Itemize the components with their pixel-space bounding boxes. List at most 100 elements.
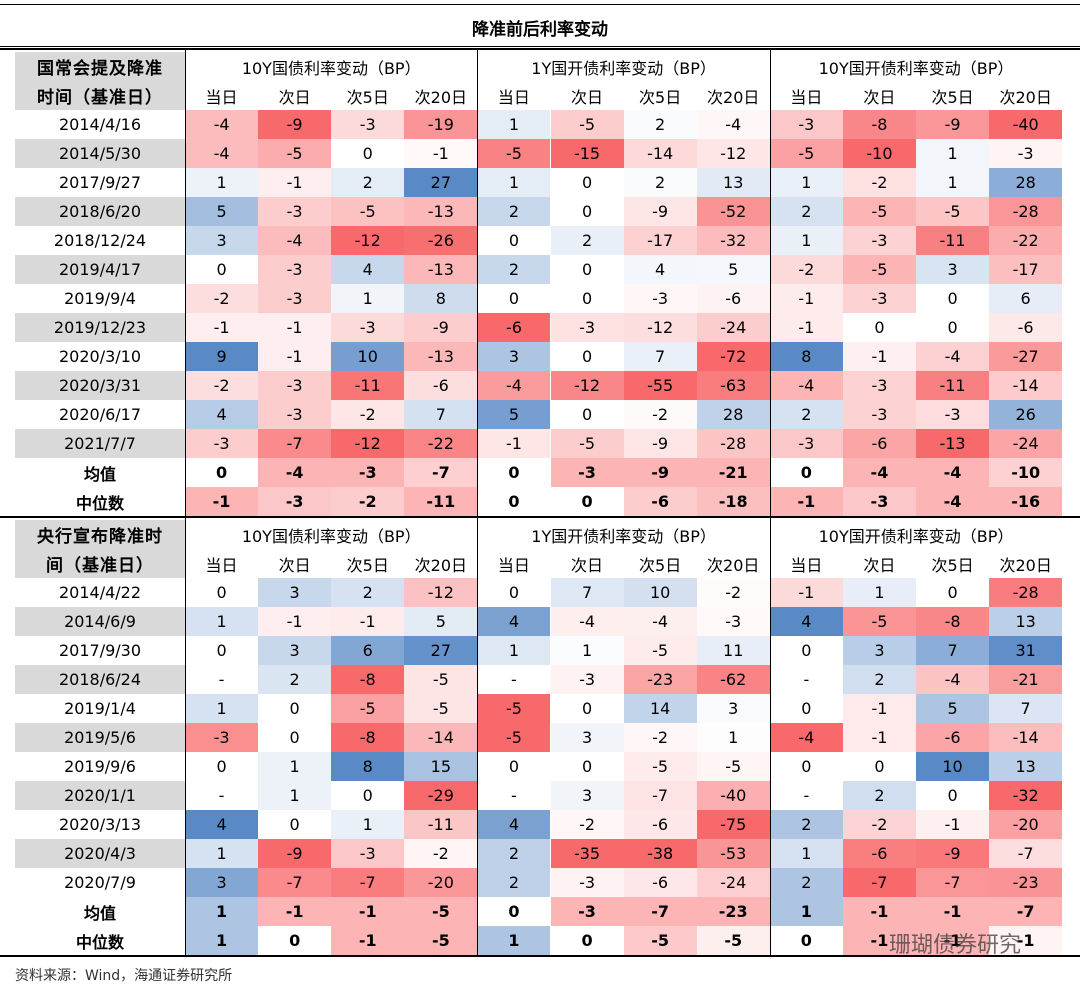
subheader: 次日 — [863, 555, 896, 575]
value-cell: -20 — [404, 868, 478, 897]
value-cell: -14 — [989, 723, 1063, 752]
value-cell: - — [477, 781, 551, 810]
row-label: 2019/9/6 — [15, 752, 185, 781]
value-cell: -24 — [696, 868, 770, 897]
value-cell: -13 — [404, 255, 478, 284]
value-cell: -5 — [842, 197, 916, 226]
value-cell: -1 — [331, 926, 405, 955]
row-label: 2020/4/3 — [15, 839, 185, 868]
subheader: 当日 — [790, 87, 823, 107]
value-cell: 5 — [696, 255, 770, 284]
value-cell: -9 — [404, 313, 478, 342]
value-cell: -12 — [331, 226, 405, 255]
value-cell: 0 — [258, 810, 332, 839]
value-cell: 0 — [550, 926, 624, 955]
value-cell: -11 — [916, 226, 990, 255]
value-cell: 0 — [477, 458, 551, 487]
value-cell: 8 — [404, 284, 478, 313]
value-cell: -11 — [404, 810, 478, 839]
subheader: 次日 — [571, 555, 604, 575]
value-cell: -20 — [989, 810, 1063, 839]
value-cell: -14 — [404, 723, 478, 752]
value-cell: 0 — [185, 636, 259, 665]
value-cell: 0 — [477, 487, 551, 516]
value-cell: -75 — [696, 810, 770, 839]
value-cell: -2 — [842, 810, 916, 839]
rule — [477, 516, 478, 955]
value-cell: 0 — [550, 752, 624, 781]
value-cell: -3 — [185, 723, 259, 752]
value-cell: -3 — [331, 313, 405, 342]
value-cell: 2 — [769, 810, 843, 839]
value-cell: 2 — [769, 868, 843, 897]
value-cell: - — [185, 665, 259, 694]
row-label: 2017/9/27 — [15, 168, 185, 197]
value-cell: 4 — [331, 255, 405, 284]
value-cell: 0 — [477, 284, 551, 313]
value-cell: -10 — [989, 458, 1063, 487]
rule — [185, 516, 186, 955]
value-cell: -2 — [331, 487, 405, 516]
value-cell: -11 — [916, 371, 990, 400]
value-cell: -12 — [331, 429, 405, 458]
value-cell: -14 — [989, 371, 1063, 400]
subheader: 次20日 — [707, 87, 760, 107]
value-cell: -3 — [258, 255, 332, 284]
value-cell: -3 — [769, 429, 843, 458]
value-cell: 0 — [842, 752, 916, 781]
value-cell: -5 — [623, 926, 697, 955]
value-cell: -6 — [623, 810, 697, 839]
value-cell: -7 — [623, 897, 697, 926]
value-cell: -6 — [989, 313, 1063, 342]
row-label: 2019/5/6 — [15, 723, 185, 752]
value-cell: 0 — [185, 458, 259, 487]
value-cell: -5 — [696, 926, 770, 955]
value-cell: 10 — [623, 578, 697, 607]
value-cell: -8 — [916, 607, 990, 636]
value-cell: -1 — [331, 897, 405, 926]
value-cell: -7 — [258, 868, 332, 897]
value-cell: -26 — [404, 226, 478, 255]
value-cell: -2 — [842, 168, 916, 197]
value-cell: 8 — [769, 342, 843, 371]
subheader: 次5日 — [931, 555, 974, 575]
value-cell: 10 — [916, 752, 990, 781]
value-cell: -6 — [623, 487, 697, 516]
value-cell: 2 — [477, 839, 551, 868]
value-cell: -23 — [989, 868, 1063, 897]
value-cell: -6 — [404, 371, 478, 400]
section-label: 央行宣布降准时 — [15, 520, 185, 549]
value-cell: 2 — [258, 665, 332, 694]
value-cell: - — [769, 781, 843, 810]
value-cell: 1 — [185, 168, 259, 197]
subheader: 当日 — [205, 87, 238, 107]
subheader: 次5日 — [931, 87, 974, 107]
value-cell: -12 — [404, 578, 478, 607]
row-label: 2020/1/1 — [15, 781, 185, 810]
row-label: 2014/6/9 — [15, 607, 185, 636]
value-cell: 3 — [477, 342, 551, 371]
value-cell: -32 — [989, 781, 1063, 810]
value-cell: 0 — [331, 781, 405, 810]
value-cell: 2 — [477, 868, 551, 897]
value-cell: -8 — [331, 723, 405, 752]
value-cell: -5 — [477, 139, 551, 168]
value-cell: -28 — [989, 197, 1063, 226]
value-cell: 1 — [916, 168, 990, 197]
value-cell: -11 — [404, 487, 478, 516]
value-cell: -1 — [769, 284, 843, 313]
value-cell: -62 — [696, 665, 770, 694]
value-cell: -9 — [258, 110, 332, 139]
section-label: 时间（基准日） — [15, 81, 185, 110]
value-cell: -3 — [550, 458, 624, 487]
value-cell: -15 — [550, 139, 624, 168]
subheader: 次日 — [863, 87, 896, 107]
row-label: 2020/6/17 — [15, 400, 185, 429]
value-cell: 15 — [404, 752, 478, 781]
value-cell: 0 — [550, 168, 624, 197]
value-cell: 2 — [331, 578, 405, 607]
value-cell: -7 — [331, 868, 405, 897]
subheader: 当日 — [497, 555, 530, 575]
row-label: 中位数 — [15, 926, 185, 955]
row-label: 2021/7/7 — [15, 429, 185, 458]
